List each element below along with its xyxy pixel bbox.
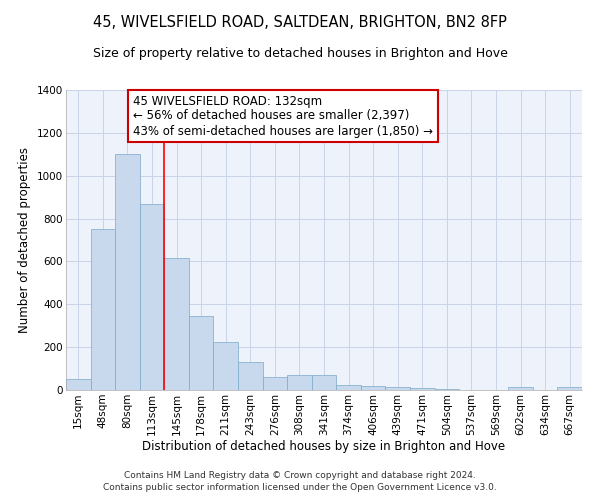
Bar bbox=[410, 388, 434, 390]
Bar bbox=[91, 230, 115, 390]
Bar bbox=[140, 204, 164, 390]
Text: Contains HM Land Registry data © Crown copyright and database right 2024.: Contains HM Land Registry data © Crown c… bbox=[124, 471, 476, 480]
Bar bbox=[238, 362, 263, 390]
Bar bbox=[164, 258, 189, 390]
Bar bbox=[336, 384, 361, 390]
X-axis label: Distribution of detached houses by size in Brighton and Hove: Distribution of detached houses by size … bbox=[142, 440, 506, 454]
Text: 45 WIVELSFIELD ROAD: 132sqm
← 56% of detached houses are smaller (2,397)
43% of : 45 WIVELSFIELD ROAD: 132sqm ← 56% of det… bbox=[133, 94, 433, 138]
Y-axis label: Number of detached properties: Number of detached properties bbox=[19, 147, 31, 333]
Text: 45, WIVELSFIELD ROAD, SALTDEAN, BRIGHTON, BN2 8FP: 45, WIVELSFIELD ROAD, SALTDEAN, BRIGHTON… bbox=[93, 15, 507, 30]
Bar bbox=[361, 386, 385, 390]
Bar bbox=[385, 387, 410, 390]
Bar bbox=[287, 375, 312, 390]
Bar bbox=[115, 154, 140, 390]
Bar bbox=[312, 375, 336, 390]
Bar bbox=[434, 389, 459, 390]
Text: Size of property relative to detached houses in Brighton and Hove: Size of property relative to detached ho… bbox=[92, 48, 508, 60]
Bar bbox=[189, 316, 214, 390]
Bar bbox=[263, 377, 287, 390]
Bar bbox=[214, 342, 238, 390]
Bar bbox=[557, 387, 582, 390]
Bar bbox=[66, 380, 91, 390]
Bar bbox=[508, 387, 533, 390]
Text: Contains public sector information licensed under the Open Government Licence v3: Contains public sector information licen… bbox=[103, 484, 497, 492]
